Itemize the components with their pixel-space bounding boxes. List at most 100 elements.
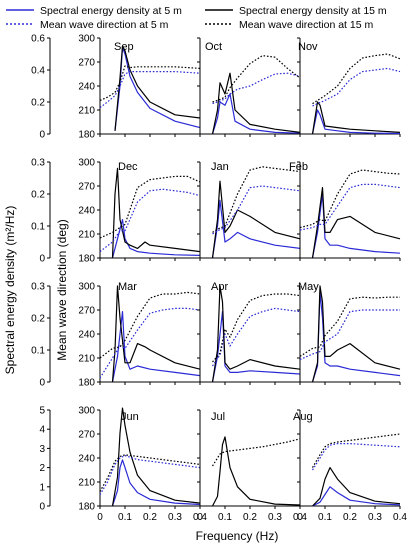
energy-tick-label: 0.2 [31,98,45,109]
energy-tick-label: 0.1 [31,222,45,233]
direction-tick-label: 180 [78,502,95,513]
month-label: Jun [121,411,139,423]
month-label: Aug [293,411,313,423]
direction-series-line [311,443,401,471]
frequency-tick-label: 0.1 [118,512,132,523]
panel-sep: 180 210 240 270 300 Sep [78,34,201,141]
frequency-tick-label: 0 [197,512,203,523]
frequency-tick-label: 0.1 [218,512,232,523]
frequency-tick-label: 0 [97,512,103,523]
energy-series-line [114,45,201,131]
month-label: Dec [118,161,138,173]
energy-series-line [211,199,301,259]
direction-series-line [212,72,301,105]
y-axis-title-direction: Mean wave direction (deg) [55,219,69,360]
energy-tick-label: 4 [39,425,45,436]
energy-tick-label: 0.3 [31,282,45,293]
direction-tick-label: 300 [78,34,95,45]
frequency-tick-label: 0.1 [318,512,332,523]
energy-series-line [111,285,201,383]
energy-tick-label: 1 [39,482,45,493]
energy-series-line [111,167,201,259]
energy-tick-label: 0.3 [31,158,45,169]
panel-feb: Feb [289,161,401,261]
direction-series-line [312,67,401,107]
energy-tick-label: 0 [39,254,45,265]
month-label: Mar [118,281,137,293]
energy-series-line [311,285,401,383]
energy-series-line [211,93,301,135]
y-axis-title-energy: Spectral energy density (m²/Hz) [3,206,17,375]
energy-tick-label: 5 [39,406,45,417]
direction-series-line [212,307,301,367]
energy-tick-label: 0 [39,130,45,141]
direction-series-line [299,183,401,231]
panel-aug: 0 0.1 0.2 0.3 0.4 Aug [293,409,407,523]
month-label: Nov [298,41,318,53]
energy-series-line [111,311,201,383]
frequency-tick-label: 0.3 [368,512,382,523]
frequency-tick-label: 0.4 [393,512,407,523]
month-label: Oct [205,41,222,53]
frequency-tick-label: 0.4 [193,512,207,523]
energy-series-line [211,72,301,135]
direction-series-line [299,169,401,229]
direction-tick-label: 210 [78,478,95,489]
direction-tick-label: 240 [78,330,95,341]
frequency-tick-label: 0.4 [293,512,307,523]
panel-jan: Jan [197,161,301,261]
energy-series-line [311,101,401,135]
energy-series-line [211,180,301,259]
direction-tick-label: 210 [78,106,95,117]
x-axis-title: Frequency (Hz) [196,529,279,543]
panel-oct: Oct [197,37,301,137]
legend: Spectral energy density at 5 m Spectral e… [6,5,387,31]
direction-series-line [212,293,301,363]
direction-tick-label: 210 [78,354,95,365]
energy-series-line [111,407,201,507]
legend-label: Spectral energy density at 15 m [239,5,387,17]
legend-label: Spectral energy density at 5 m [40,5,182,17]
direction-series-line [212,54,301,103]
frequency-tick-label: 0.2 [143,512,157,523]
energy-tick-label: 0 [39,502,45,513]
energy-series-line [311,109,401,135]
month-label: Jul [211,411,225,423]
direction-tick-label: 300 [78,282,95,293]
energy-series-line [312,486,401,507]
direction-tick-label: 270 [78,430,95,441]
month-label: Sep [114,41,134,53]
frequency-tick-label: 0.2 [343,512,357,523]
direction-tick-label: 240 [78,82,95,93]
panel-may: May [297,281,401,385]
direction-series-line [99,291,201,359]
energy-tick-label: 0.4 [31,66,45,77]
panel-mar: 180 210 240 270 300 Mar [78,281,201,389]
energy-tick-label: 3 [39,444,45,455]
direction-series-line [99,70,201,109]
direction-series-line [299,309,400,361]
frequency-tick-label: 0.3 [268,512,282,523]
legend-label: Mean wave direction at 15 m [239,19,373,31]
energy-tick-label: 0.2 [31,190,45,201]
energy-series-line [311,193,401,259]
energy-tick-label: 2 [39,463,45,474]
direction-series-line [99,454,201,492]
panel-jul: 0 0.1 0.2 0.3 0.4 Jul [197,409,307,523]
direction-tick-label: 180 [78,254,95,265]
month-label: Jan [211,161,229,173]
energy-series-line [211,311,301,383]
direction-tick-label: 240 [78,454,95,465]
direction-series-line [99,175,201,239]
direction-tick-label: 180 [78,130,95,141]
energy-series-line [312,467,401,507]
energy-axes: 0 0.2 0.4 0.6 0 0.1 0.2 0.3 0 0.1 0.2 0.3 0 1 2 3 4 5 [31,34,51,513]
direction-tick-label: 270 [78,306,95,317]
panel-dec: 180 210 240 270 300 Dec [78,158,201,265]
energy-series-line [311,187,401,259]
month-label: Feb [289,161,308,173]
direction-tick-label: 270 [78,182,95,193]
direction-series-line [299,296,400,357]
energy-tick-label: 0.6 [31,34,45,45]
